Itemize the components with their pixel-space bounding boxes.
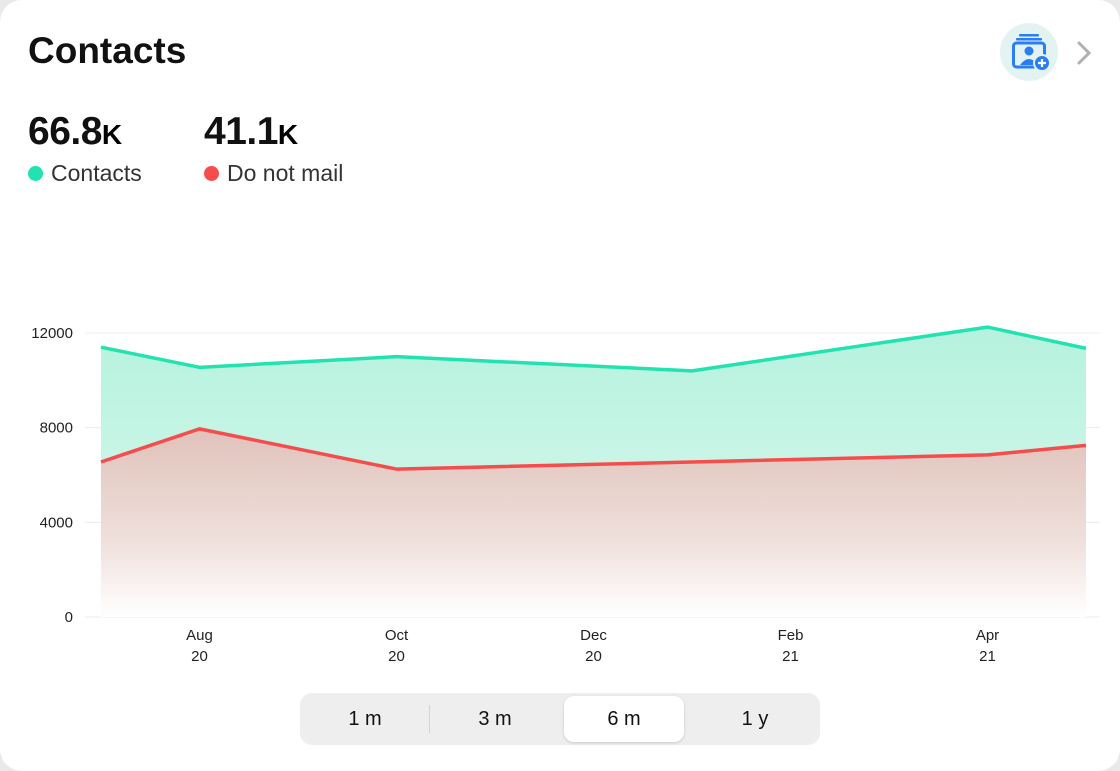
x-tick-month: Apr xyxy=(976,627,999,644)
legend-label: Contacts xyxy=(51,160,142,186)
add-contact-button[interactable] xyxy=(1000,23,1058,81)
x-tick-month: Dec xyxy=(580,627,607,644)
x-tick-year: 20 xyxy=(191,648,208,665)
y-tick-label: 0 xyxy=(65,609,73,626)
range-selector: 1 m 3 m 6 m 1 y xyxy=(300,693,820,745)
x-tick-year: 20 xyxy=(388,648,405,665)
x-tick-year: 20 xyxy=(585,648,602,665)
x-tick-year: 21 xyxy=(979,648,996,665)
add-contact-icon xyxy=(1012,34,1051,72)
series-area-1 xyxy=(101,428,1086,617)
y-tick-label: 12000 xyxy=(31,325,73,342)
stat-value: 41.1 xyxy=(204,110,278,153)
range-1y-button[interactable]: 1 y xyxy=(741,707,769,730)
contacts-chart: 0 4000 8000 12000 Aug 20 Oct 20 Dec 20 Feb 21 Apr 21 xyxy=(31,325,1100,665)
stat-do-not-mail: 41.1K Do not mail xyxy=(204,110,343,187)
stat-unit: K xyxy=(101,119,123,150)
y-tick-label: 8000 xyxy=(40,420,73,437)
x-tick-year: 21 xyxy=(782,648,799,665)
range-6m-button[interactable]: 6 m xyxy=(564,696,684,742)
range-3m-button[interactable]: 3 m xyxy=(478,707,512,730)
series-line-1 xyxy=(100,427,1087,471)
series-line-0 xyxy=(100,325,1087,373)
legend-label: Do not mail xyxy=(227,160,344,186)
x-tick-month: Oct xyxy=(385,627,409,644)
x-tick-month: Aug xyxy=(186,627,213,644)
chevron-right-icon[interactable] xyxy=(1075,38,1095,68)
x-tick-month: Feb xyxy=(778,627,804,644)
legend-dot xyxy=(28,166,43,181)
y-tick-label: 4000 xyxy=(40,514,73,531)
legend-dot xyxy=(204,166,219,181)
stat-unit: K xyxy=(277,119,299,150)
divider xyxy=(429,705,430,733)
stat-contacts: 66.8K Contacts xyxy=(28,110,142,187)
stat-value: 66.8 xyxy=(28,110,102,153)
range-1m-button[interactable]: 1 m xyxy=(348,707,382,730)
page-title: Contacts xyxy=(28,30,187,71)
